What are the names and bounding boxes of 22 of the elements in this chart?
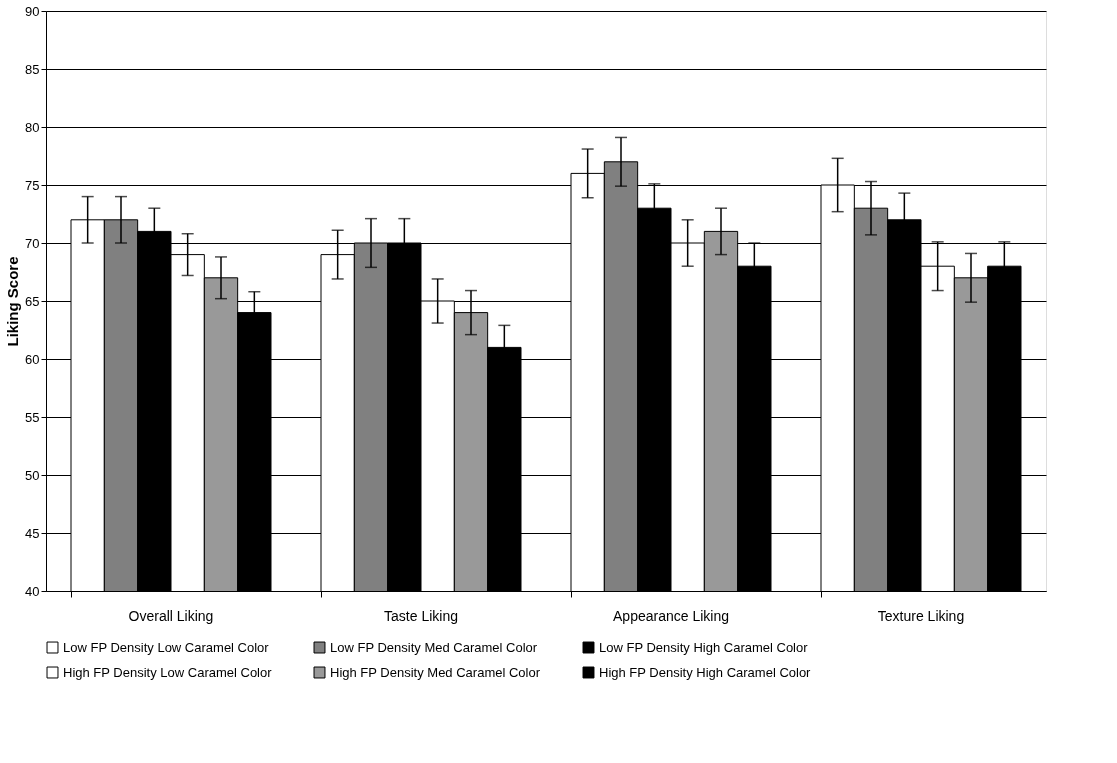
y-tick-label: 70 xyxy=(25,235,40,251)
y-tick-label: 65 xyxy=(25,293,40,309)
y-tick-label: 50 xyxy=(25,467,40,483)
legend-label: High FP Density Low Caramel Color xyxy=(63,664,273,680)
y-tick-label: 75 xyxy=(25,177,40,193)
legend-label: Low FP Density Low Caramel Color xyxy=(63,639,270,655)
y-tick-label: 60 xyxy=(25,351,40,367)
y-tick-label: 80 xyxy=(25,119,40,135)
y-tick-label: 85 xyxy=(25,61,40,77)
y-tick-label: 90 xyxy=(25,3,40,19)
legend-label: Low FP Density High Caramel Color xyxy=(599,639,809,655)
x-tick-label: Appearance Liking xyxy=(613,607,729,624)
y-tick-label: 40 xyxy=(25,583,40,599)
y-tick-label: 45 xyxy=(25,525,40,541)
x-tick-label: Taste Liking xyxy=(384,607,458,624)
legend-label: High FP Density High Caramel Color xyxy=(599,664,812,680)
y-tick-label: 55 xyxy=(25,409,40,425)
y-axis-title: Liking Score xyxy=(4,256,22,347)
legend-label: High FP Density Med Caramel Color xyxy=(330,664,541,680)
x-tick-label: Texture Liking xyxy=(877,607,965,624)
x-tick-label: Overall Liking xyxy=(128,607,214,624)
legend-label: Low FP Density Med Caramel Color xyxy=(330,639,538,655)
